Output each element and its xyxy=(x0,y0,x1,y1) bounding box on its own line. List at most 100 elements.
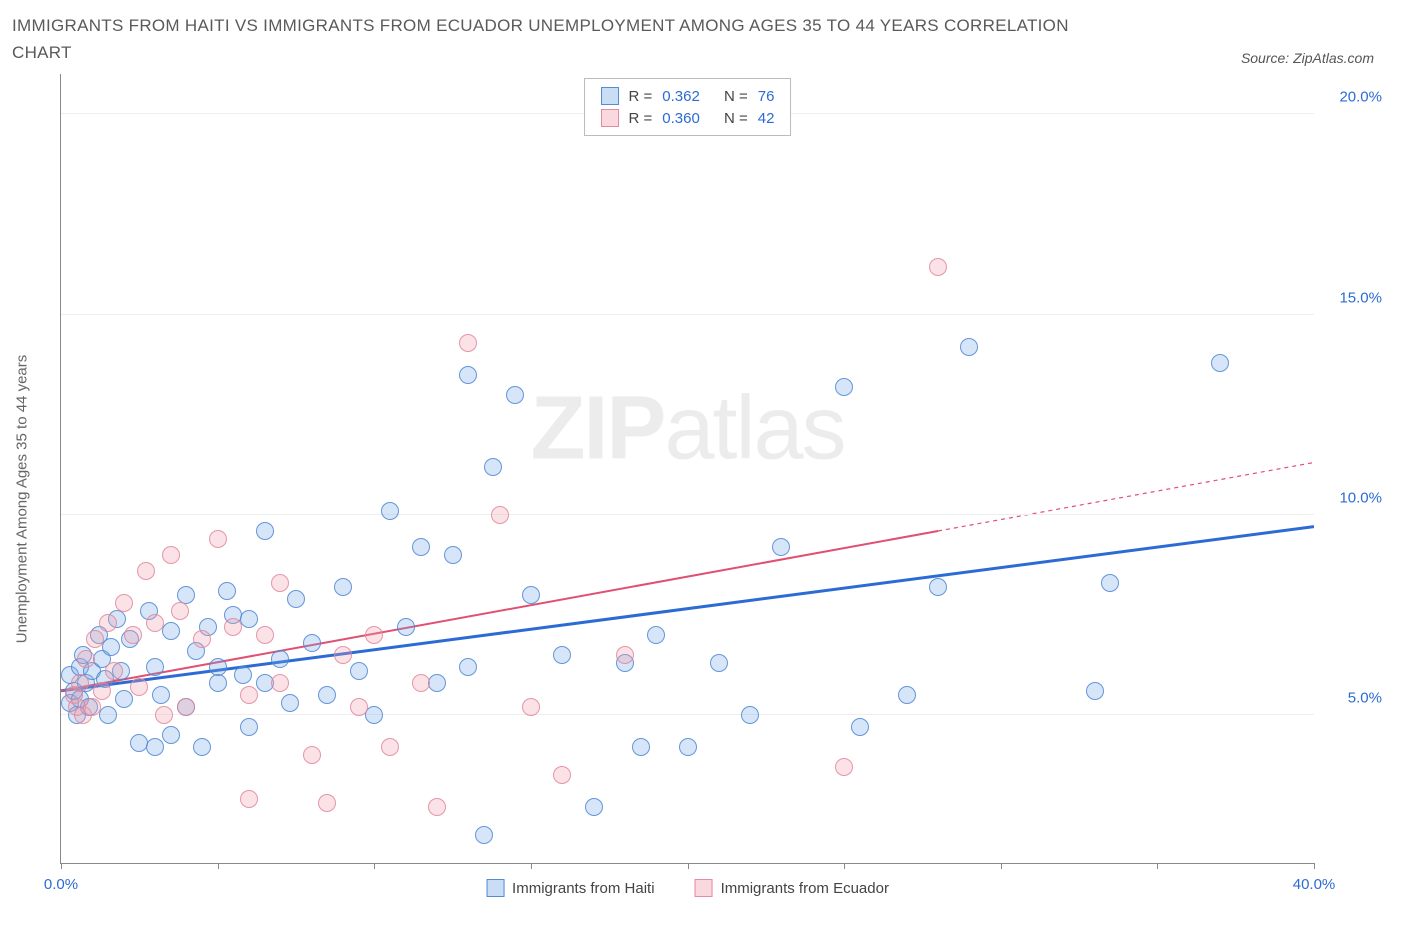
data-point-haiti xyxy=(459,366,477,384)
x-tick xyxy=(218,863,219,869)
data-point-haiti xyxy=(281,694,299,712)
data-point-haiti xyxy=(350,662,368,680)
data-point-ecuador xyxy=(428,798,446,816)
data-point-haiti xyxy=(929,578,947,596)
data-point-haiti xyxy=(162,622,180,640)
data-point-haiti xyxy=(898,686,916,704)
y-tick-label: 15.0% xyxy=(1322,289,1382,306)
data-point-haiti xyxy=(475,826,493,844)
watermark: ZIPatlas xyxy=(530,378,844,481)
data-point-haiti xyxy=(193,738,211,756)
data-point-haiti xyxy=(553,646,571,664)
data-point-ecuador xyxy=(162,546,180,564)
data-point-ecuador xyxy=(99,614,117,632)
data-point-ecuador xyxy=(459,334,477,352)
data-point-haiti xyxy=(444,546,462,564)
legend-label-haiti: Immigrants from Haiti xyxy=(512,880,655,897)
swatch-ecuador xyxy=(695,879,713,897)
data-point-ecuador xyxy=(130,678,148,696)
data-point-haiti xyxy=(102,638,120,656)
data-point-ecuador xyxy=(86,630,104,648)
legend-label-ecuador: Immigrants from Ecuador xyxy=(721,880,889,897)
data-point-haiti xyxy=(1211,354,1229,372)
data-point-haiti xyxy=(647,626,665,644)
data-point-ecuador xyxy=(209,530,227,548)
data-point-ecuador xyxy=(256,626,274,644)
data-point-haiti xyxy=(146,738,164,756)
x-tick xyxy=(374,863,375,869)
data-point-haiti xyxy=(428,674,446,692)
data-point-ecuador xyxy=(155,706,173,724)
plot-area: ZIPatlas R = 0.362 N = 76 R = 0.360 N = … xyxy=(60,74,1314,864)
data-point-ecuador xyxy=(365,626,383,644)
data-point-haiti xyxy=(710,654,728,672)
data-point-haiti xyxy=(506,386,524,404)
watermark-light: atlas xyxy=(664,379,844,479)
y-tick-label: 10.0% xyxy=(1322,489,1382,506)
legend-row-haiti: R = 0.362 N = 76 xyxy=(601,85,775,107)
n-label: N = xyxy=(724,88,748,105)
x-tick xyxy=(531,863,532,869)
data-point-haiti xyxy=(365,706,383,724)
r-value-ecuador: 0.360 xyxy=(662,110,700,127)
data-point-ecuador xyxy=(137,562,155,580)
legend-item-haiti: Immigrants from Haiti xyxy=(486,879,655,897)
data-point-ecuador xyxy=(334,646,352,664)
swatch-haiti xyxy=(601,87,619,105)
watermark-bold: ZIP xyxy=(530,379,664,479)
data-point-haiti xyxy=(484,458,502,476)
data-point-haiti xyxy=(334,578,352,596)
data-point-ecuador xyxy=(124,626,142,644)
legend-row-ecuador: R = 0.360 N = 42 xyxy=(601,107,775,129)
n-label: N = xyxy=(724,110,748,127)
data-point-haiti xyxy=(146,658,164,676)
chart-title: IMMIGRANTS FROM HAITI VS IMMIGRANTS FROM… xyxy=(12,12,1112,66)
data-point-ecuador xyxy=(271,574,289,592)
data-point-ecuador xyxy=(381,738,399,756)
data-point-haiti xyxy=(162,726,180,744)
data-point-ecuador xyxy=(350,698,368,716)
r-label: R = xyxy=(629,110,653,127)
data-point-haiti xyxy=(271,650,289,668)
data-point-haiti xyxy=(152,686,170,704)
x-tick-label: 0.0% xyxy=(44,876,78,893)
data-point-haiti xyxy=(522,586,540,604)
n-value-ecuador: 42 xyxy=(758,110,775,127)
y-tick-label: 5.0% xyxy=(1322,690,1382,707)
data-point-ecuador xyxy=(271,674,289,692)
data-point-ecuador xyxy=(303,746,321,764)
data-point-ecuador xyxy=(491,506,509,524)
data-point-haiti xyxy=(772,538,790,556)
gridline xyxy=(61,314,1314,315)
series-legend: Immigrants from Haiti Immigrants from Ec… xyxy=(486,879,889,897)
chart-container: Unemployment Among Ages 35 to 44 years Z… xyxy=(12,74,1394,924)
data-point-haiti xyxy=(397,618,415,636)
r-value-haiti: 0.362 xyxy=(662,88,700,105)
x-tick xyxy=(844,863,845,869)
data-point-haiti xyxy=(209,658,227,676)
y-tick-label: 20.0% xyxy=(1322,89,1382,106)
x-tick xyxy=(1157,863,1158,869)
data-point-ecuador xyxy=(146,614,164,632)
data-point-ecuador xyxy=(193,630,211,648)
data-point-ecuador xyxy=(83,698,101,716)
data-point-ecuador xyxy=(171,602,189,620)
r-label: R = xyxy=(629,88,653,105)
data-point-haiti xyxy=(256,522,274,540)
data-point-haiti xyxy=(585,798,603,816)
data-point-ecuador xyxy=(412,674,430,692)
data-point-haiti xyxy=(741,706,759,724)
swatch-ecuador xyxy=(601,109,619,127)
swatch-haiti xyxy=(486,879,504,897)
y-axis-label: Unemployment Among Ages 35 to 44 years xyxy=(14,355,31,644)
data-point-haiti xyxy=(318,686,336,704)
data-point-haiti xyxy=(99,706,117,724)
chart-header: IMMIGRANTS FROM HAITI VS IMMIGRANTS FROM… xyxy=(12,12,1394,66)
data-point-ecuador xyxy=(77,650,95,668)
data-point-ecuador xyxy=(115,594,133,612)
data-point-haiti xyxy=(1101,574,1119,592)
data-point-haiti xyxy=(218,582,236,600)
data-point-haiti xyxy=(209,674,227,692)
gridline xyxy=(61,714,1314,715)
data-point-haiti xyxy=(835,378,853,396)
